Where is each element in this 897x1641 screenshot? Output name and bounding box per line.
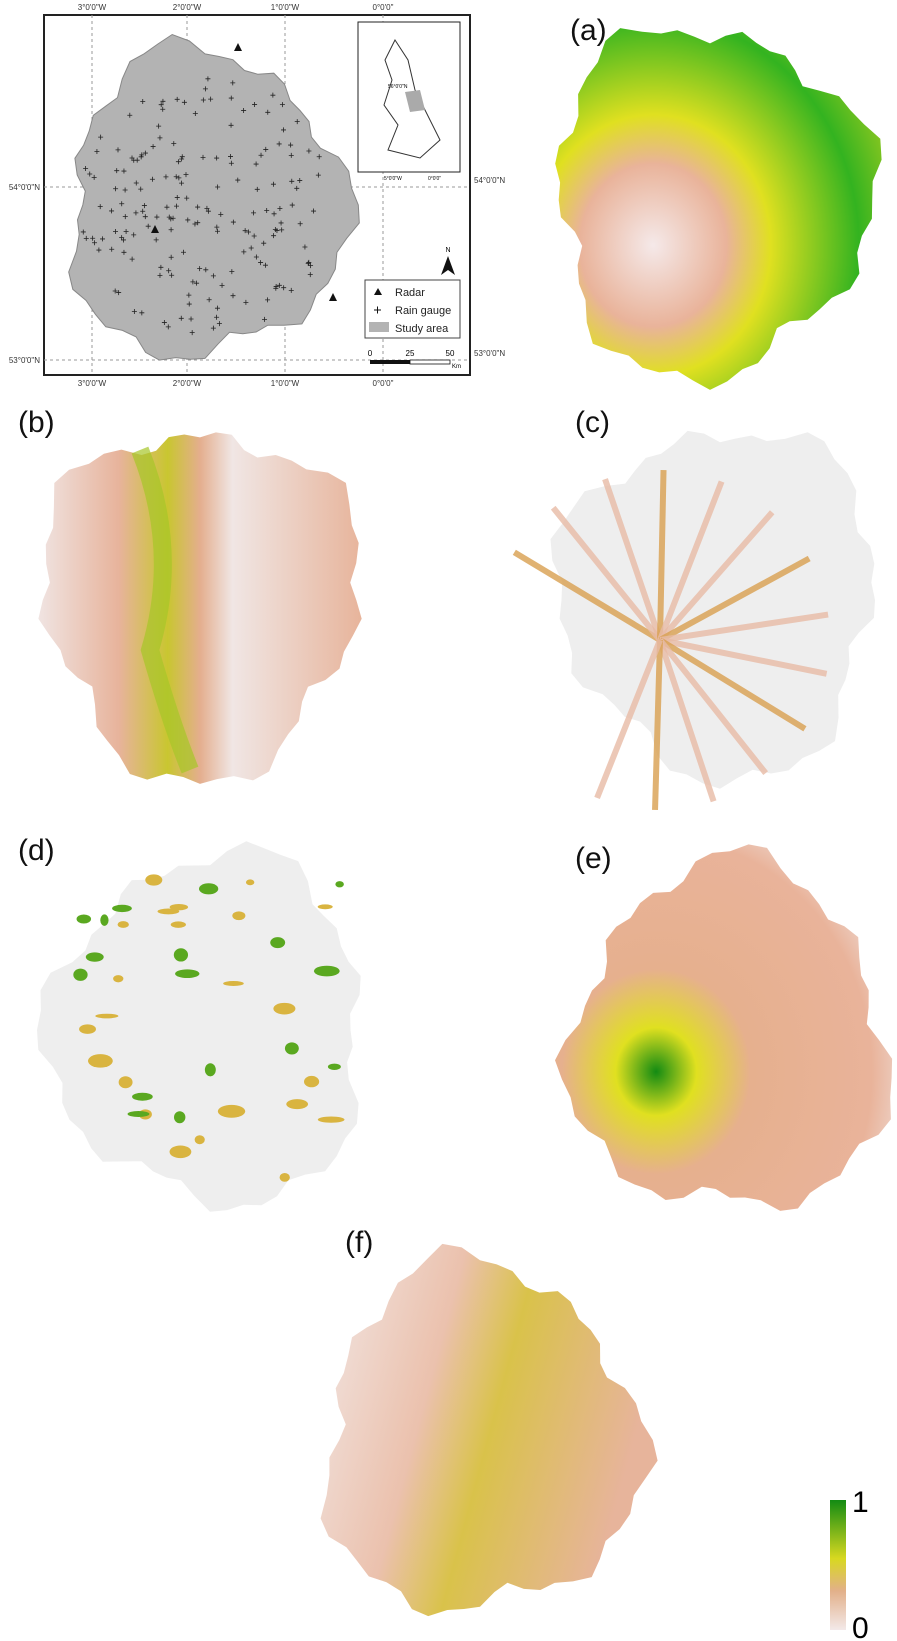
patch <box>77 914 92 923</box>
patch <box>232 911 245 920</box>
patch <box>79 1024 96 1033</box>
colorbar <box>830 1500 846 1630</box>
patch <box>174 1111 185 1123</box>
lat-label: 54°0'0"N <box>9 183 40 192</box>
patch <box>199 883 218 894</box>
north-label: N <box>445 247 450 254</box>
patch <box>270 937 285 948</box>
colorbar-min: 0 <box>852 1612 869 1641</box>
patch <box>174 948 188 961</box>
patch <box>100 914 108 925</box>
patch <box>318 1116 345 1122</box>
patch <box>170 1145 192 1158</box>
patch <box>218 1105 245 1118</box>
patch <box>86 952 104 961</box>
patch <box>119 1076 133 1088</box>
lon-label: 2°0'0"W <box>173 3 202 12</box>
lon-label: 1°0'0"W <box>271 3 300 12</box>
scale-bar <box>410 360 450 364</box>
lon-label: 2°0'0"W <box>173 379 202 388</box>
scale-label: 25 <box>406 349 415 358</box>
scale-bar <box>370 360 410 364</box>
patch <box>95 1014 118 1019</box>
patch <box>158 909 180 915</box>
streak <box>660 470 664 640</box>
patch <box>285 1042 299 1054</box>
lat-label: 54°0'0"N <box>474 176 505 185</box>
patch <box>195 1135 205 1144</box>
patch <box>328 1064 341 1070</box>
patch <box>205 1063 216 1076</box>
patch <box>88 1054 113 1068</box>
panel-map <box>555 28 881 390</box>
scale-label: 0 <box>368 349 373 358</box>
inset-label: 56°0'0"N <box>388 84 408 90</box>
patch <box>171 921 186 928</box>
patch <box>314 966 340 977</box>
inset-label: 0°0'0" <box>428 176 441 182</box>
lat-label: 53°0'0"N <box>474 349 505 358</box>
legend-label: Radar <box>395 287 425 299</box>
panel-map <box>555 844 892 1211</box>
patch <box>145 874 162 885</box>
patch <box>128 1111 150 1117</box>
patch <box>112 905 132 912</box>
figure: 3°0'0"W 3°0'0"W 2°0'0"W 2°0'0"W 1°0'0"W 1°0'0… <box>0 0 897 1641</box>
lon-label: 3°0'0"W <box>78 3 107 12</box>
patch <box>286 1099 308 1109</box>
patch <box>335 881 343 887</box>
scale-unit: Km <box>452 364 461 370</box>
inset-label: 5°0'0"W <box>384 176 402 182</box>
patch <box>113 975 123 982</box>
patch <box>73 969 87 981</box>
lon-label: 0°0'0" <box>373 379 394 388</box>
colorbar-max: 1 <box>852 1486 869 1519</box>
legend-label: Study area <box>395 323 449 335</box>
scale-label: 50 <box>446 349 455 358</box>
patch <box>118 921 129 928</box>
lat-label: 53°0'0"N <box>9 356 40 365</box>
legend-label: Rain gauge <box>395 305 451 317</box>
patch <box>246 879 254 885</box>
patch <box>223 981 244 986</box>
patch <box>175 969 199 978</box>
panel-label: (f) <box>345 1226 373 1259</box>
panel-label: (e) <box>575 842 612 875</box>
panel-label: (a) <box>570 14 607 47</box>
patch <box>280 1173 290 1182</box>
panel-label: (c) <box>575 406 610 439</box>
panel-map <box>321 1244 658 1616</box>
panel-label: (b) <box>18 406 55 439</box>
lon-label: 3°0'0"W <box>78 379 107 388</box>
panel-map <box>38 432 361 784</box>
panel-label: (d) <box>18 834 55 867</box>
patch <box>273 1003 295 1015</box>
patch <box>132 1093 153 1101</box>
lon-label: 1°0'0"W <box>271 379 300 388</box>
patch <box>304 1076 319 1087</box>
legend-area <box>369 322 389 332</box>
patch <box>318 904 333 909</box>
lon-label: 0°0'0" <box>373 3 394 12</box>
